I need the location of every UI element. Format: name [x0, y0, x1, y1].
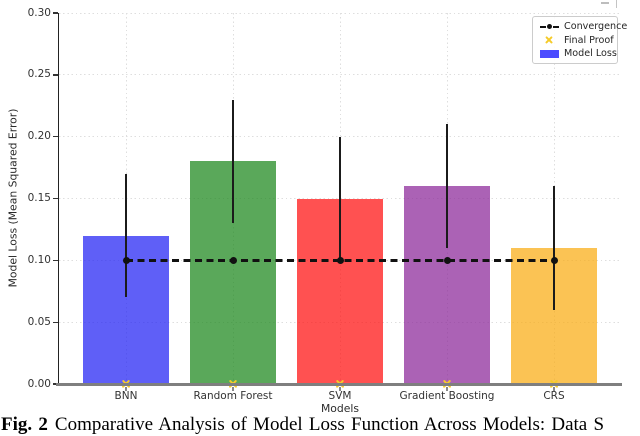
- y-axis-label: Model Loss (Mean Squared Error): [6, 108, 20, 288]
- swatch-glyph: [537, 49, 561, 58]
- corner-artifact: [601, 2, 609, 5]
- y-tick-mark: [52, 383, 58, 385]
- x-tick-label: Gradient Boosting: [399, 390, 495, 402]
- convergence-marker: [443, 256, 451, 264]
- legend-label: Convergence: [564, 21, 628, 32]
- x-tick-label: BNN: [114, 390, 138, 402]
- y-tick-label: 0.00: [27, 377, 51, 390]
- legend-item-model-loss: Model Loss: [537, 48, 617, 59]
- y-tick-mark: [52, 259, 58, 262]
- legend-label: Final Proof: [564, 34, 614, 46]
- x-tick-label: SVM: [328, 390, 352, 402]
- legend-item-convergence: Convergence: [537, 21, 627, 32]
- y-tick-label: 0.05: [27, 315, 51, 328]
- x-axis-spine: [56, 383, 622, 386]
- y-tick-mark: [52, 321, 58, 323]
- y-tick-mark: [52, 197, 58, 200]
- error-bar: [446, 124, 448, 248]
- legend-item-final-proof: Final Proof: [537, 34, 614, 46]
- y-tick-label: 0.10: [27, 253, 51, 266]
- x-tick-label: CRS: [543, 390, 565, 402]
- x-tick-mark: [446, 386, 448, 391]
- y-tick-mark: [52, 12, 58, 14]
- figure-caption: Fig. 2 Comparative Analysis of Model Loss…: [1, 414, 640, 436]
- x-axis-label: Models: [320, 402, 360, 415]
- corner-artifact: [615, 0, 618, 8]
- x-tick-mark: [232, 386, 234, 391]
- y-tick-label: 0.25: [27, 68, 51, 81]
- legend-label: Model Loss: [564, 48, 617, 59]
- y-axis-spine: [57, 13, 60, 385]
- x-tick-mark: [125, 386, 127, 391]
- x-tick-mark: [553, 386, 555, 391]
- error-bar: [125, 173, 127, 298]
- y-tick-label: 0.15: [27, 192, 51, 204]
- caption-figure-number: Fig. 2: [1, 414, 48, 435]
- dashed-line-dot-glyph: [537, 24, 561, 29]
- y-tick-mark: [52, 74, 58, 76]
- y-tick-label: 0.20: [27, 130, 51, 143]
- caption-text: Comparative Analysis of Model Loss Funct…: [54, 414, 605, 435]
- y-tick-mark: [52, 136, 58, 138]
- convergence-marker: [229, 256, 237, 264]
- x-tick-label: Random Forest: [193, 390, 273, 402]
- convergence-marker: [336, 256, 344, 264]
- x-tick-mark: [339, 386, 341, 391]
- x-marker-glyph: [537, 36, 561, 45]
- convergence-marker: [122, 256, 130, 264]
- y-tick-label: 0.30: [27, 6, 51, 19]
- error-bar: [553, 186, 555, 310]
- legend: Convergence Final Proof Model Loss: [532, 16, 627, 64]
- error-bar: [339, 136, 341, 261]
- convergence-marker: [550, 256, 558, 264]
- error-bar: [232, 99, 234, 224]
